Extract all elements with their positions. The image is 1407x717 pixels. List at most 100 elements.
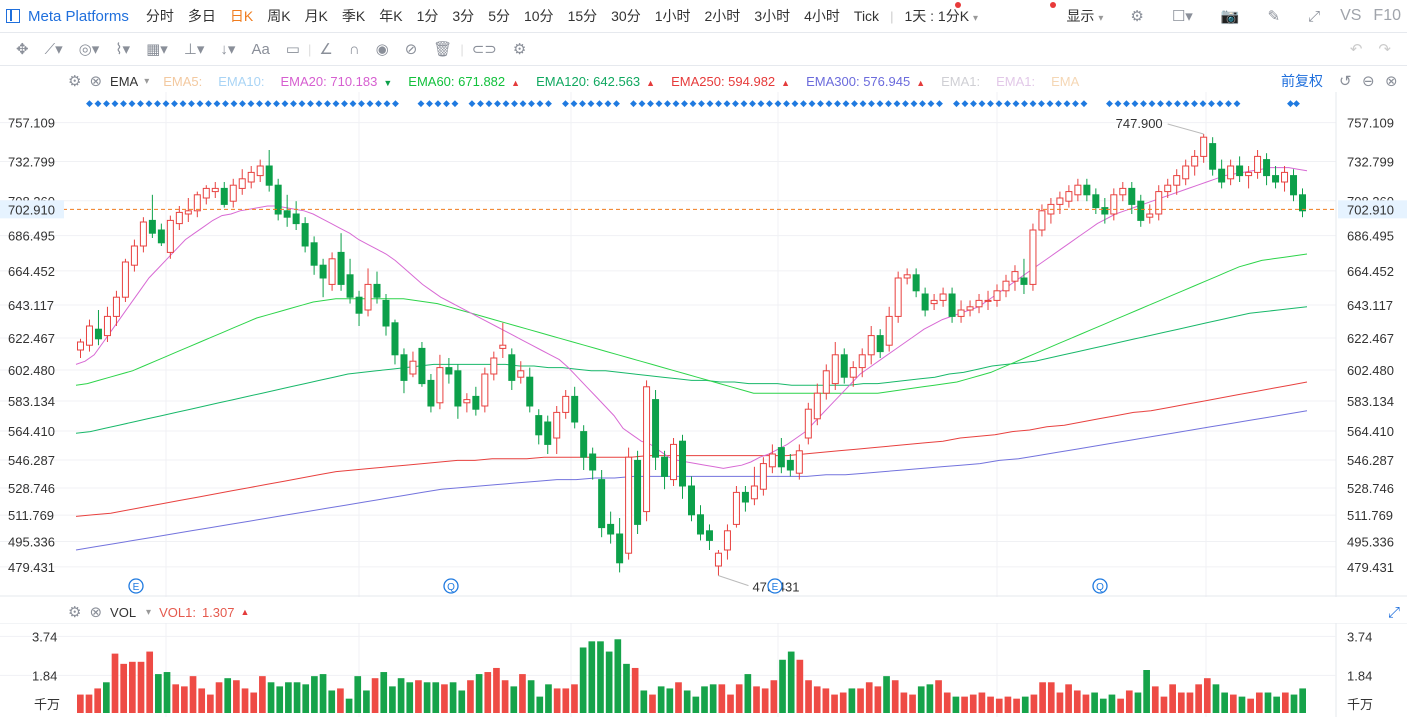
settings-icon[interactable]: ⚙ — [1130, 8, 1144, 25]
f10-button[interactable]: F10 — [1373, 7, 1401, 24]
period-tab[interactable]: 1小时 — [654, 8, 691, 24]
ema-legend-item[interactable]: EMA300: 576.945 ▲ — [806, 74, 925, 89]
close-icon[interactable]: ⊗ — [89, 604, 103, 621]
undo-icon[interactable]: ↶ — [1349, 41, 1363, 58]
volume-bar — [493, 667, 500, 713]
gear-icon[interactable]: ⚙ — [512, 41, 527, 58]
candlestick — [472, 386, 480, 416]
event-marker-icon: ◆ — [987, 98, 994, 108]
period-tab[interactable]: 3分 — [452, 8, 475, 24]
candle-body — [714, 552, 722, 567]
earnings-marker[interactable]: E — [767, 578, 783, 594]
ema-legend-item[interactable]: EMA120: 642.563 ▲ — [536, 74, 655, 89]
settings-icon[interactable]: ⚙ — [68, 604, 82, 621]
trend-line-icon[interactable]: ⟋▾ — [44, 41, 63, 58]
candlestick — [1074, 178, 1082, 202]
event-marker-icon: ◆ — [630, 98, 637, 108]
period-tab[interactable]: 15分 — [567, 8, 598, 24]
period-tab[interactable]: 1分 — [416, 8, 439, 24]
earnings-marker-label: Q — [1096, 582, 1104, 593]
link-icon[interactable]: ⊂⊃ — [471, 41, 497, 58]
redo-icon[interactable]: ↷ — [1378, 41, 1391, 58]
ema-legend-item[interactable]: EMA1: — [941, 74, 980, 89]
volume-bar — [874, 686, 882, 713]
ema-legend-item[interactable]: EMA — [1051, 74, 1079, 89]
reset-icon[interactable]: ↺ — [1339, 73, 1352, 90]
period-tab[interactable]: 10分 — [523, 8, 554, 24]
price-axis-tick-left: 479.431 — [8, 560, 55, 575]
period-tab[interactable]: 季K — [341, 8, 366, 24]
period-tab[interactable]: 分时 — [145, 8, 174, 24]
earnings-marker[interactable]: E — [128, 578, 144, 594]
candle-body — [966, 306, 974, 311]
compare-button[interactable]: VS — [1340, 7, 1362, 24]
event-marker-icon: ◆ — [749, 98, 756, 108]
wave-tool-icon[interactable]: ⌇▾ — [115, 41, 131, 58]
event-marker-icon: ◆ — [520, 98, 527, 108]
close-panel-icon[interactable]: ⊗ — [1385, 73, 1398, 90]
adjust-mode-button[interactable]: 前复权 — [1281, 73, 1323, 89]
ema-legend-item[interactable]: EMA10: — [218, 74, 264, 89]
period-tab[interactable]: 周K — [267, 8, 291, 24]
candle-body — [1227, 165, 1235, 180]
period-tab[interactable]: 多日 — [187, 8, 216, 24]
volume-indicator-name[interactable]: VOL — [110, 604, 137, 620]
camera-icon[interactable]: 📷 — [1220, 8, 1240, 25]
period-tab[interactable]: 2小时 — [704, 8, 741, 24]
volume-chart[interactable]: 3.74 3.74 1.84 1.84 千万 千万 — [0, 623, 1407, 717]
chevron-down-icon[interactable]: ▾ — [146, 606, 152, 618]
sidebar-toggle-icon[interactable] — [6, 9, 20, 23]
vertical-line-icon[interactable]: ⊥▾ — [183, 41, 205, 58]
expand-icon[interactable]: ⤢ — [1388, 603, 1401, 621]
fullscreen-icon[interactable]: ⤢ — [1308, 7, 1321, 25]
pen-icon[interactable]: ✎ — [1267, 8, 1281, 25]
close-icon[interactable]: ⊗ — [89, 73, 103, 90]
minimize-icon[interactable]: ⊖ — [1362, 73, 1375, 90]
move-icon[interactable]: ✥ — [16, 41, 29, 58]
interval-select[interactable]: 1天 : 1分K ▾ — [897, 6, 985, 26]
period-tab[interactable]: 4小时 — [804, 8, 840, 24]
candle-body — [175, 211, 183, 225]
ema-legend-item[interactable]: EMA5: — [163, 74, 202, 89]
period-tab[interactable]: 年K — [379, 8, 403, 24]
ema-legend-item[interactable]: EMA250: 594.982 ▲ — [671, 74, 790, 89]
period-tab[interactable]: Tick — [853, 8, 880, 24]
text-tool-icon[interactable]: Aa — [251, 40, 270, 58]
period-tab[interactable]: 3小时 — [754, 8, 791, 24]
arrow-down-icon[interactable]: ↓▾ — [220, 41, 236, 58]
earnings-marker[interactable]: Q — [443, 578, 459, 594]
earnings-marker[interactable]: Q — [1092, 578, 1108, 594]
circle-tool-icon[interactable]: ◎▾ — [78, 41, 100, 58]
eye-icon[interactable]: ◉ — [375, 41, 389, 58]
volume-bar — [207, 694, 214, 713]
comment-icon[interactable]: ▭ — [285, 41, 300, 58]
event-marker-icon: ◆ — [1225, 98, 1232, 108]
symbol-title[interactable]: Meta Platforms — [6, 8, 129, 25]
indicator-name[interactable]: EMA — [110, 73, 139, 89]
candlestick — [607, 511, 615, 544]
event-marker-icon: ◆ — [596, 98, 603, 108]
candlestick — [957, 300, 965, 323]
settings-icon[interactable]: ⚙ — [68, 73, 82, 90]
chevron-down-icon[interactable]: ▾ — [144, 75, 150, 87]
trash-icon[interactable]: 🗑 — [433, 41, 453, 58]
ema-legend-item[interactable]: EMA60: 671.882 ▲ — [408, 74, 520, 89]
period-tab[interactable]: 月K — [304, 8, 328, 24]
magnet-icon[interactable]: ∩ — [348, 40, 360, 58]
ema-legend-item[interactable]: EMA1: — [996, 74, 1035, 89]
candlestick — [283, 194, 291, 227]
period-tab[interactable]: 5分 — [488, 8, 510, 24]
layout-select-icon[interactable]: ☐▾ — [1171, 8, 1193, 25]
candlestick — [589, 447, 597, 480]
event-marker-icon: ◆ — [443, 98, 450, 108]
candle-body — [1263, 159, 1271, 177]
period-tab[interactable]: 日K — [229, 8, 254, 24]
price-chart[interactable]: 757.109757.109732.799732.799708.260708.2… — [0, 92, 1407, 597]
ruler-icon[interactable]: ∠ — [319, 41, 333, 58]
period-tab[interactable]: 30分 — [611, 8, 641, 24]
ema-legend-item[interactable]: EMA20: 710.183 ▼ — [281, 74, 393, 89]
display-menu[interactable]: 显示 ▾ — [1059, 6, 1110, 26]
hide-icon[interactable]: ⊘ — [404, 41, 418, 58]
ema-legend: ⚙ ⊗ EMA ▾ EMA5: EMA10: EMA20: 710.183 ▼ EMA6… — [0, 70, 1407, 92]
fibonacci-icon[interactable]: ▦▾ — [146, 41, 168, 58]
